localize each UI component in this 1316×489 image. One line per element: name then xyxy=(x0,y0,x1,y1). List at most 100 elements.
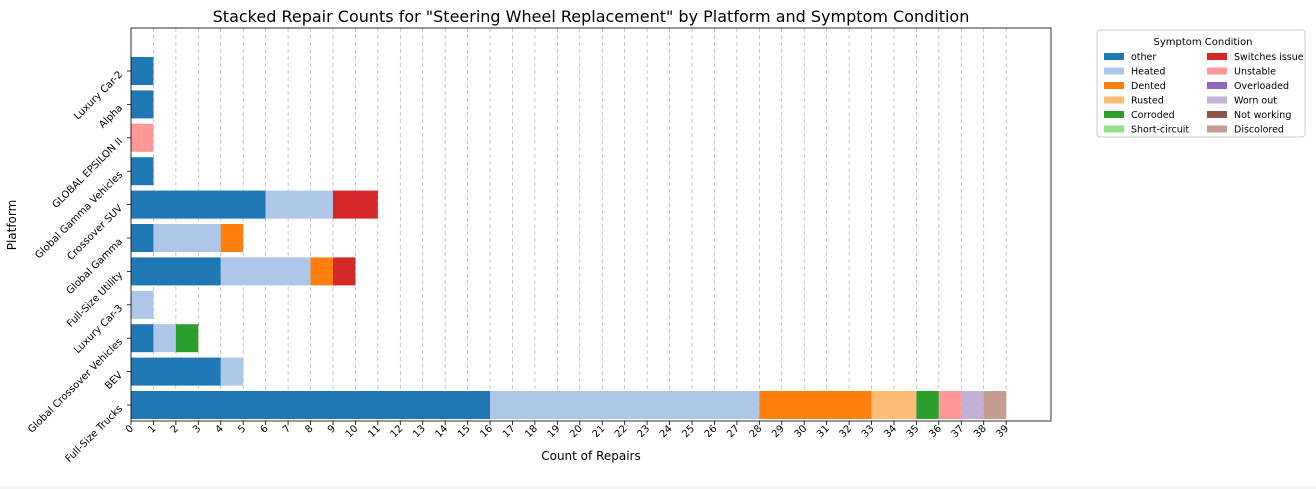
legend: Symptom Condition other Heated Dented Ruste… xyxy=(1096,29,1306,138)
bar-segment xyxy=(332,257,356,286)
x-tick-label: 3 xyxy=(191,423,203,435)
legend-label: Overloaded xyxy=(1234,81,1289,92)
x-tick-label: 24 xyxy=(658,423,675,440)
bar-segment xyxy=(131,391,491,419)
legend-frame xyxy=(1096,29,1306,138)
bar-segment xyxy=(490,391,760,419)
x-tick-label: 22 xyxy=(613,423,630,440)
legend-swatch xyxy=(1207,82,1227,89)
bar-segment xyxy=(153,224,221,252)
bar-segment xyxy=(131,57,154,85)
x-tick-label: 17 xyxy=(501,423,518,440)
bar-segment xyxy=(983,391,1007,419)
bar-segment xyxy=(131,157,154,186)
x-tick-label: 14 xyxy=(433,423,450,440)
legend-title: Symptom Condition xyxy=(1153,37,1252,48)
x-tick-label: 0 xyxy=(124,423,136,435)
bar-segment xyxy=(153,324,176,353)
x-tick-label: 11 xyxy=(366,423,383,440)
x-tick-label: 38 xyxy=(972,423,989,440)
plot-frame xyxy=(130,27,1052,422)
bar-segment xyxy=(131,123,154,152)
x-tick-label: 39 xyxy=(994,423,1011,440)
x-tick-label: 21 xyxy=(591,423,608,440)
x-tick-label: 20 xyxy=(568,423,585,440)
x-tick-label: 18 xyxy=(523,423,540,440)
x-tick-label: 13 xyxy=(411,423,428,440)
legend-swatch xyxy=(1207,67,1227,75)
legend-label: Not working xyxy=(1234,110,1291,121)
x-tick-label: 33 xyxy=(860,423,877,440)
x-tick-label: 5 xyxy=(236,423,248,435)
legend-label: Unstable xyxy=(1234,67,1276,78)
x-tick-label: 10 xyxy=(344,423,361,440)
y-tick-label: Alpha xyxy=(97,103,125,131)
x-tick-label: 30 xyxy=(793,423,810,440)
legend-swatch xyxy=(1104,67,1124,75)
x-tick-label: 23 xyxy=(635,423,652,440)
bar-segment xyxy=(220,257,311,286)
legend-swatch xyxy=(1104,96,1124,104)
x-tick-label: 31 xyxy=(815,423,832,440)
legend-entries: other Heated Dented Rusted Corroded Short-cir… xyxy=(1104,52,1304,136)
x-tick-label: 27 xyxy=(725,423,742,440)
bar-segment xyxy=(175,324,199,353)
x-tick-label: 26 xyxy=(703,423,720,440)
legend-label: Worn out xyxy=(1234,96,1277,107)
x-tick-label: 15 xyxy=(456,423,473,440)
legend-label: Corroded xyxy=(1131,110,1175,121)
x-tick-label: 29 xyxy=(770,423,787,440)
legend-label: Rusted xyxy=(1131,96,1164,107)
bar-segment xyxy=(131,257,221,286)
legend-swatch xyxy=(1104,111,1124,118)
bars xyxy=(131,57,1007,419)
x-gridlines xyxy=(130,28,1007,421)
bar-segment xyxy=(961,391,984,419)
x-axis-ticks: 0 1 2 3 4 5 6 7 8 9 10 11 12 13 14 15 16 17 18 19 20 21 22 23 24… xyxy=(124,421,1011,440)
chart-title: Stacked Repair Counts for "Steering Whee… xyxy=(213,7,970,26)
x-tick-label: 7 xyxy=(281,423,293,435)
x-tick-label: 6 xyxy=(258,423,270,435)
y-axis-label: Platform xyxy=(5,200,19,251)
bar-segment xyxy=(938,391,962,419)
x-tick-label: 4 xyxy=(214,423,226,435)
bar-segment xyxy=(131,224,154,252)
bar-segment xyxy=(220,357,244,386)
x-tick-label: 32 xyxy=(837,423,854,440)
x-tick-label: 8 xyxy=(303,423,315,435)
x-tick-label: 12 xyxy=(389,423,406,440)
bar-segment xyxy=(916,391,939,419)
bar-segment xyxy=(265,190,333,219)
legend-swatch xyxy=(1104,53,1124,60)
bar-segment xyxy=(759,391,872,419)
legend-label: Short-circuit xyxy=(1131,125,1189,136)
legend-swatch xyxy=(1207,96,1227,104)
x-tick-label: 19 xyxy=(546,423,563,440)
x-tick-label: 1 xyxy=(146,423,158,435)
legend-swatch xyxy=(1104,125,1124,133)
x-tick-label: 9 xyxy=(326,423,338,435)
bar-segment xyxy=(871,391,917,419)
y-tick-label: BEV xyxy=(103,370,125,392)
bar-segment xyxy=(310,257,333,286)
bottom-divider xyxy=(0,486,1316,489)
bar-segment xyxy=(131,190,266,219)
x-tick-label: 34 xyxy=(882,423,899,440)
x-tick-label: 37 xyxy=(950,423,967,440)
x-tick-label: 16 xyxy=(478,423,495,440)
bar-segment xyxy=(220,224,244,252)
x-tick-label: 25 xyxy=(680,423,697,440)
bar-segment xyxy=(131,90,154,119)
x-tick-label: 36 xyxy=(927,423,944,440)
legend-label: Dented xyxy=(1131,81,1166,92)
legend-swatch xyxy=(1207,53,1227,60)
legend-swatch xyxy=(1207,111,1227,118)
bar-segment xyxy=(131,324,154,353)
legend-swatch xyxy=(1104,82,1124,89)
legend-label: Switches issue xyxy=(1234,52,1304,63)
legend-label: Discolored xyxy=(1234,125,1284,136)
bar-segment xyxy=(131,357,221,386)
legend-label: other xyxy=(1131,52,1156,63)
x-tick-label: 2 xyxy=(169,423,181,435)
